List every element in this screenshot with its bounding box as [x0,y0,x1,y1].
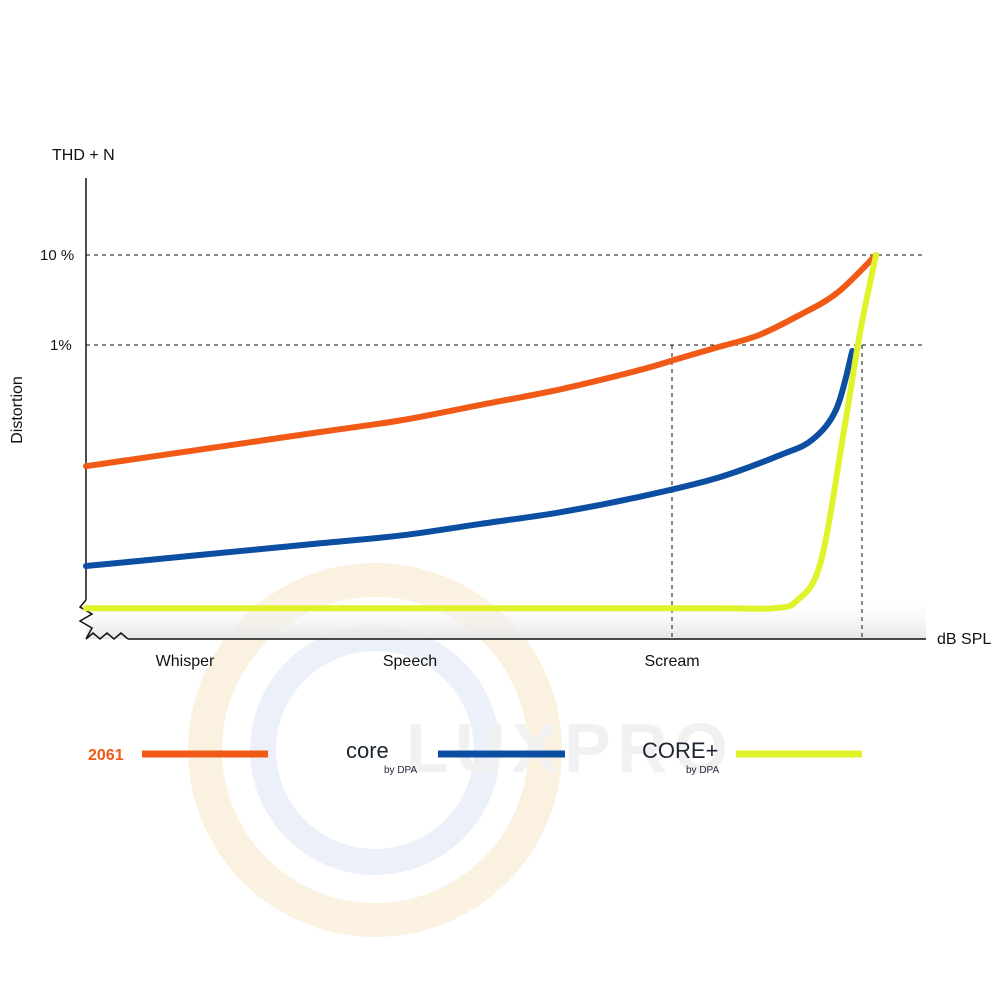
legend-label-coreplus: CORE+ [642,738,718,763]
y-tick-10pct: 10 % [40,247,74,264]
legend-label-2061: 2061 [88,747,124,764]
series-line-1 [83,348,856,570]
y-axis-label: Distortion [9,376,26,444]
x-category-scream: Scream [644,653,699,670]
series-line-0 [83,252,879,470]
legend-label-core: core [346,738,389,763]
y-axis-break [78,599,94,640]
x-axis-break [85,632,129,640]
x-category-speech: Speech [383,653,437,670]
series-layer [83,252,879,612]
y-axis-top-label: THD + N [52,147,115,164]
x-axis-label: dB SPL [937,631,991,648]
watermark-text: LUXPRO [406,709,734,787]
legend-logo-coreplus: CORE+ by DPA [642,738,719,776]
y-tick-1pct: 1% [50,337,72,354]
legend-sub-core: by DPA [384,765,417,776]
legend: 2061 core by DPA CORE+ by DPA [88,738,862,776]
series-line-2 [83,252,879,612]
legend-sub-coreplus: by DPA [686,765,719,776]
floor-shade [86,595,926,639]
legend-logo-core: core by DPA [346,738,417,776]
x-category-whisper: Whisper [156,653,215,670]
